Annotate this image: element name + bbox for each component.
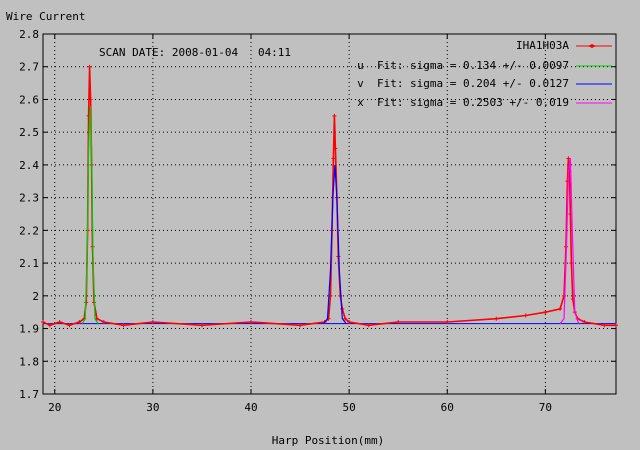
legend-entry-iha1h03a-label: IHA1H03A [516,39,569,52]
y-tick-label: 2.7 [19,61,39,74]
legend-entry-v-fit-label: v Fit: sigma = 0.204 +/- 0.0127 [357,77,569,90]
data-point [67,323,72,328]
data-point [566,156,571,161]
x-tick-label: 30 [146,401,159,414]
grid [43,34,616,394]
series-2 [323,164,347,324]
legend: IHA1H03A u Fit: sigma = 0.134 +/- 0.0097… [357,39,612,109]
data-point [523,313,528,318]
y-tick-label: 2.5 [19,126,39,139]
series-group [41,64,618,328]
data-point [47,323,52,328]
data-point [88,97,93,102]
data-point [121,323,126,328]
data-point [558,306,563,311]
scan-date-label: SCAN DATE: 2008-01-04 04:11 [99,46,291,59]
data-point [41,320,45,324]
data-point [396,320,401,324]
data-point [602,323,607,328]
legend-entry-u-fit-label: u Fit: sigma = 0.134 +/- 0.0097 [357,59,569,72]
data-series-line [42,66,616,327]
data-point [57,320,62,324]
data-point [332,113,337,118]
data-point [494,316,499,321]
data-point [298,323,303,328]
data-point [331,156,336,161]
data-point [569,261,574,266]
data-point [333,146,338,151]
data-point [445,320,450,324]
plot-frame [42,33,617,395]
x-axis-label: Harp Position(mm) [272,434,385,447]
x-tick-label: 70 [539,401,552,414]
data-point [614,323,618,328]
fit-curve-line [323,164,347,324]
y-tick-label: 2.2 [19,224,39,237]
y-tick-label: 2.3 [19,192,39,205]
data-point [582,320,587,324]
y-tick-label: 1.7 [19,388,39,401]
x-tick-label: 40 [244,401,257,414]
data-point [199,323,204,328]
x-axis-ticks: 20 30 40 50 60 70 [48,34,552,414]
x-tick-label: 20 [48,401,61,414]
y-tick-label: 2.6 [19,93,39,106]
y-tick-label: 2.8 [19,28,39,41]
y-tick-label: 1.9 [19,323,39,336]
legend-entry-x-fit-label: x Fit: sigma = 0.2503 +/- 0.019 [357,96,569,109]
series-1 [81,105,99,324]
y-tick-label: 2.1 [19,257,39,270]
y-axis-ticks: 1.7 1.8 1.9 2 2.1 2.2 2.3 2.4 2.5 2.6 2.7 2.8 [19,28,616,401]
fit-curve-line [81,105,99,324]
fit-curve-line [559,158,580,324]
data-point [565,179,570,184]
data-point [366,323,371,328]
data-point [150,320,155,324]
legend-point-marker [588,44,596,48]
data-point [347,320,352,324]
y-tick-label: 2 [32,290,39,303]
series-3 [559,158,580,324]
data-point [543,310,548,315]
x-tick-label: 50 [342,401,355,414]
data-point [87,64,92,69]
y-tick-label: 1.8 [19,355,39,368]
y-axis-label: Wire Current [6,10,85,23]
y-tick-label: 2.4 [19,159,39,172]
data-point [343,316,348,321]
data-point [101,320,106,324]
data-point [77,320,82,324]
data-point [249,320,254,324]
x-tick-label: 60 [441,401,454,414]
